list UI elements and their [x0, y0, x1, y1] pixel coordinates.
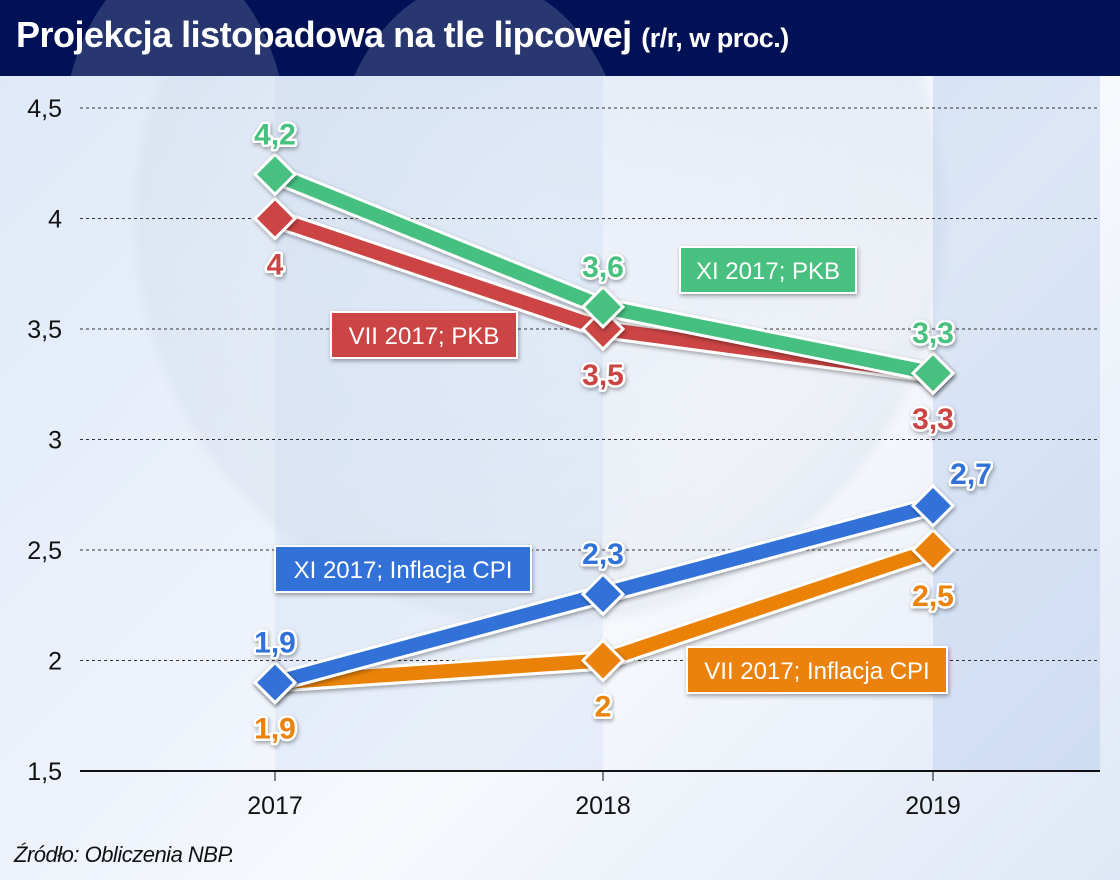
x-axis: 2017 2018 2019 [80, 770, 1100, 820]
marker-vii-2017-inflacja-cpi [910, 527, 956, 573]
header-bar: Projekcja listopadowa na tle lipcowej (r… [0, 0, 1120, 76]
data-label-vii-2017-inflacja-cpi: 1,9 [254, 713, 296, 746]
y-axis-labels: 1,5 2 2,5 3 3,5 4 4,5 [27, 95, 62, 786]
legend-label: XI 2017; PKB [696, 258, 840, 285]
data-label-vii-2017-pkb: 4 [267, 249, 284, 282]
line-chart: 1,5 2 2,5 3 3,5 4 4,5 2017 2018 2019 4 3,5 3,3 4,2 3… [27, 76, 1100, 820]
marker-vii-2017-inflacja-cpi [580, 638, 626, 683]
data-label-vii-2017-inflacja-cpi: 2,5 [912, 580, 954, 613]
legend-label: VII 2017; PKB [349, 323, 500, 350]
legend-swatch [274, 545, 532, 593]
y-tick-label: 1,5 [27, 758, 62, 786]
band-2019 [933, 76, 1100, 771]
marker-xi-2017-pkb [580, 284, 626, 330]
inline-legend: VII 2017; PKB XI 2017; PKB VII 2017; Infla… [274, 246, 948, 694]
y-tick-label: 3 [48, 427, 62, 455]
title-subtitle: (r/r, w proc.) [641, 23, 789, 53]
title-main: Projekcja listopadowa na tle lipcowej [16, 14, 632, 55]
data-label-xi-2017-inflacja-cpi: 2,3 [582, 538, 624, 571]
x-tick-label: 2017 [247, 792, 303, 820]
legend-swatch [330, 311, 518, 359]
marker-vii-2017-pkb [252, 196, 298, 241]
chart-title: Projekcja listopadowa na tle lipcowej (r… [16, 14, 789, 56]
y-tick-label: 4 [48, 206, 62, 234]
y-tick-label: 2,5 [27, 537, 62, 565]
data-label-xi-2017-pkb: 4,2 [254, 118, 296, 151]
legend-box-xi-2017-pkb: XI 2017; PKB [679, 246, 857, 294]
source-note: Źródło: Obliczenia NBP. [14, 842, 235, 867]
data-label-xi-2017-inflacja-cpi: 1,9 [254, 627, 296, 660]
x-tick-label: 2018 [575, 792, 631, 820]
marker-xi-2017-inflacja-cpi [910, 483, 956, 528]
x-tick-label: 2019 [905, 792, 961, 820]
legend-box-xi-2017-inflacja-cpi: XI 2017; Inflacja CPI [274, 545, 532, 593]
series-markers [252, 152, 956, 705]
legend-label: XI 2017; Inflacja CPI [294, 557, 513, 584]
data-label-xi-2017-pkb: 3,3 [912, 317, 954, 350]
marker-xi-2017-inflacja-cpi [580, 572, 626, 617]
data-label-vii-2017-pkb: 3,3 [912, 403, 954, 436]
legend-box-vii-2017-inflacja-cpi: VII 2017; Inflacja CPI [686, 646, 948, 694]
data-label-vii-2017-inflacja-cpi: 2 [595, 691, 612, 724]
data-label-xi-2017-pkb: 3,6 [582, 251, 624, 284]
y-tick-label: 2 [48, 648, 62, 676]
marker-xi-2017-pkb [252, 152, 298, 197]
legend-label: VII 2017; Inflacja CPI [704, 658, 929, 685]
y-tick-label: 4,5 [27, 95, 62, 123]
legend-swatch [686, 646, 948, 694]
data-label-xi-2017-inflacja-cpi: 2,7 [950, 458, 992, 491]
y-tick-label: 3,5 [27, 316, 62, 344]
data-label-vii-2017-pkb: 3,5 [582, 359, 624, 392]
marker-xi-2017-pkb [910, 351, 956, 396]
marker-xi-2017-inflacja-cpi [252, 660, 298, 705]
legend-box-vii-2017-pkb: VII 2017; PKB [330, 311, 518, 359]
data-labels: 4 3,5 3,3 4,2 3,6 3,3 1,9 2 2,5 1,9 2,3 2,7 [252, 116, 995, 748]
legend-swatch [679, 246, 857, 294]
